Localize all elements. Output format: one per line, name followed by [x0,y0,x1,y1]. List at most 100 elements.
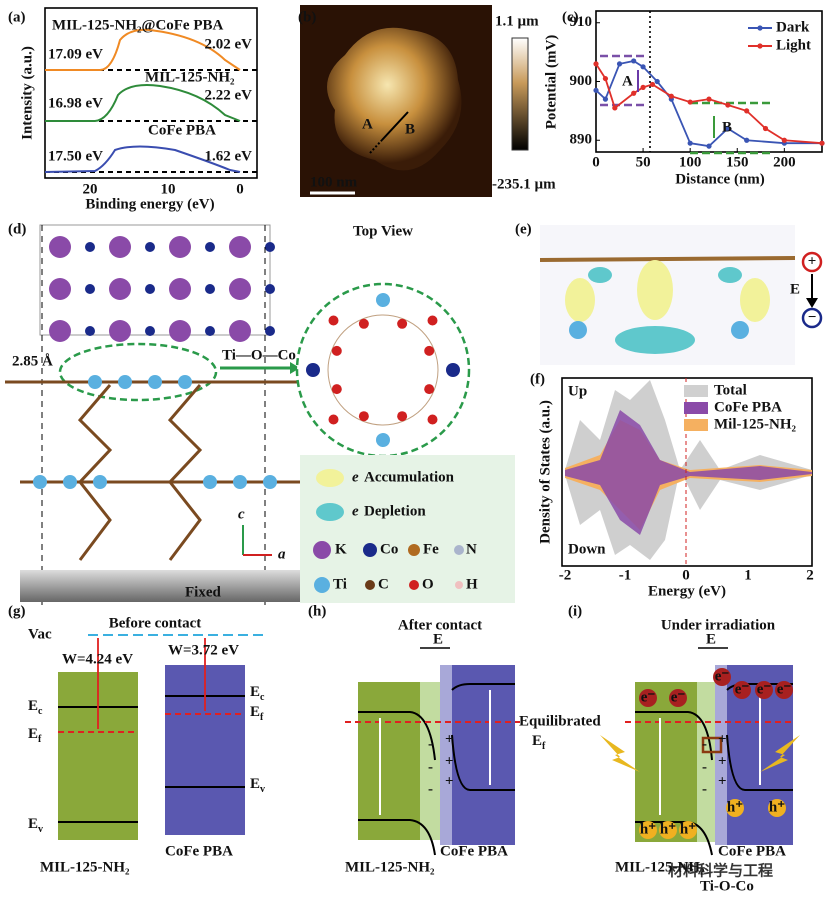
label: + [718,773,727,789]
legend-marker [757,43,763,49]
guides [600,54,770,155]
panel-label: (h) [308,603,326,619]
label-sub: c [38,706,43,717]
k-atom [229,320,251,342]
band-diagram [600,647,800,856]
label: 0 [682,567,690,583]
point [649,81,656,88]
legend-label: O [422,576,434,592]
band-diagram [58,634,265,840]
point [687,99,693,105]
k-atom [169,320,191,342]
point [602,75,609,82]
label-main: E [250,704,260,720]
point [762,125,769,132]
ti-atom [203,475,217,489]
panel-label: (b) [298,9,316,25]
label-main: E [532,733,542,749]
point [781,137,787,143]
point [616,61,623,67]
electron [713,668,731,686]
atom [358,318,369,329]
label: e⁻ [715,668,730,684]
panel-label: (e) [515,221,532,237]
panel-label: (f) [530,371,545,387]
label: B [405,121,415,137]
label: Down [568,541,606,557]
legend-label: Dark [776,19,810,35]
label: + [718,753,727,769]
x-tick-label: 200 [773,154,796,170]
panel-label: (d) [8,221,26,237]
label-main: E [28,816,38,832]
label: CoFe PBA [440,843,508,859]
afm-particle [327,27,462,171]
label: CoFe PBA [165,843,233,859]
electron [755,681,773,699]
dos-plot [561,377,813,567]
label: - [702,736,707,752]
label: W=4.24 eV [62,651,133,667]
panel-label: (g) [8,603,26,619]
label: + [808,253,817,269]
point [668,93,674,99]
label: - [428,781,433,797]
label: Intensity (a.u.) [19,46,35,140]
co-atom [205,242,215,252]
label-sub: v [38,824,43,835]
label: 2 [806,567,814,583]
co-atom [145,284,155,294]
co-atom [205,284,215,294]
label: Ef [28,726,42,745]
label: Up [568,383,587,399]
legend-label: Fe [423,541,439,557]
atom [427,315,438,326]
co-atom [265,284,275,294]
label: 1 [744,567,752,583]
label: h⁺ [660,821,676,837]
crystal-structure [5,224,515,605]
label: 100 nm [310,174,358,190]
annotation: B [722,119,732,135]
electron [733,681,751,699]
legend-label: Ti [333,576,347,592]
label: MIL-125-NH₂ [145,69,235,85]
hole [768,799,786,817]
point [593,87,599,93]
label: MIL-125-NH₂ [40,859,130,875]
label: Ev [250,776,265,795]
label-sub: f [38,734,42,745]
atom [376,293,390,307]
electron [775,681,793,699]
atom [424,384,435,395]
label: Ti—O—Co [222,347,296,363]
point [593,61,599,67]
k-atom [49,320,71,342]
label: − [808,309,817,325]
hole [726,799,744,817]
label-main: E [250,776,260,792]
label: - [702,781,707,797]
x-tick-label: 50 [636,154,651,170]
atom [427,414,438,425]
label: MIL-125-NH₂ [345,859,435,875]
label: e⁻ [671,689,686,705]
label: Energy (eV) [648,583,726,599]
label: W=3.72 eV [168,642,239,658]
hole [679,821,697,839]
point [640,64,646,70]
line [595,63,823,145]
label: 17.09 eV [48,46,103,62]
ti-atom [118,375,132,389]
label: - [428,759,433,775]
x-axis-label: Distance (nm) [675,171,765,187]
label: e⁻ [735,681,750,697]
co-atom [265,242,275,252]
legend-label: CoFe PBA [714,399,782,415]
label: + [718,731,727,747]
label: E [706,631,716,647]
label-sub: f [542,741,546,752]
k-atom [109,236,131,258]
label: + [445,753,454,769]
electron [639,689,657,707]
